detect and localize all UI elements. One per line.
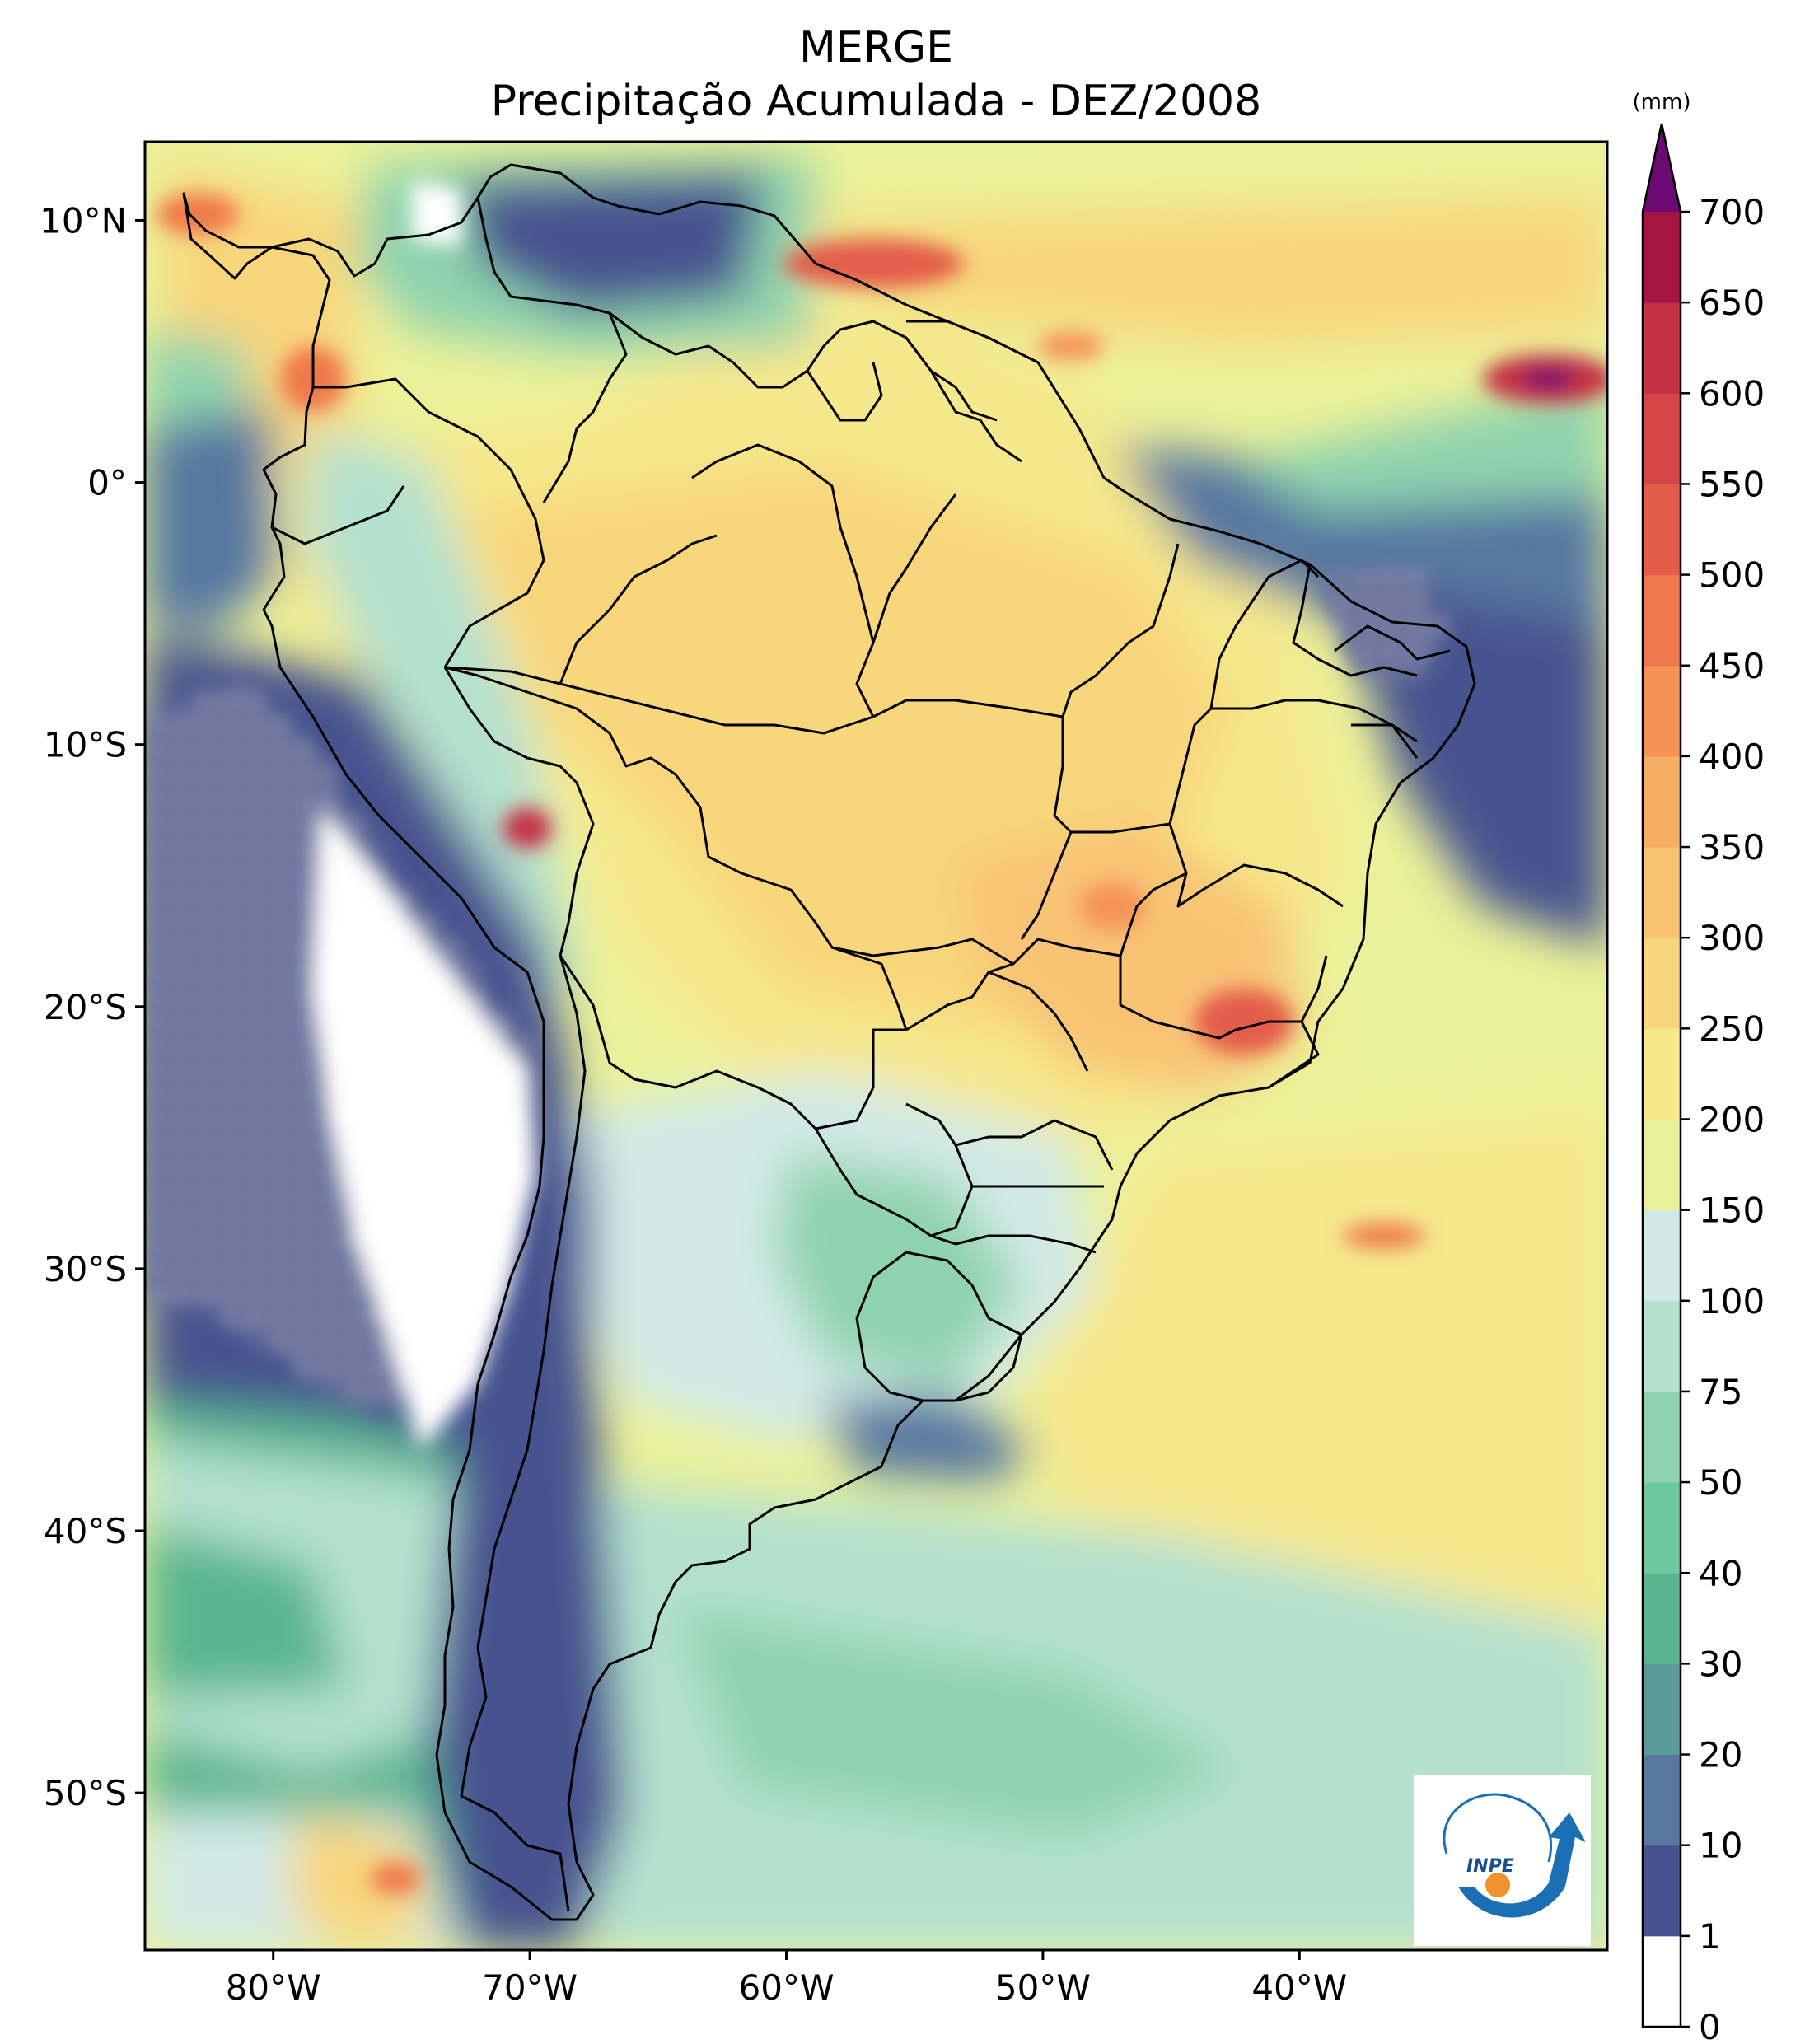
colorbar-tick-label: 50 bbox=[1699, 1462, 1742, 1503]
colorbar-unit-label: (mm) bbox=[1633, 90, 1691, 115]
colorbar-tick-label: 0 bbox=[1699, 2007, 1721, 2044]
colorbar-tick-label: 700 bbox=[1699, 192, 1765, 232]
colorbar-segment bbox=[1643, 938, 1681, 1029]
lat-tick-label: 50°S bbox=[44, 1773, 127, 1813]
colorbar: 0 1 10 20 30 40 50 75 100 150 200 250 300 350 400 450 50… bbox=[1633, 90, 1765, 2044]
map-frame bbox=[143, 140, 1609, 1952]
colorbar-tick-label: 150 bbox=[1699, 1190, 1765, 1231]
colorbar-tick-label: 200 bbox=[1699, 1100, 1765, 1140]
inpe-logo: INPE bbox=[1414, 1775, 1591, 1946]
lon-tick-label: 70°W bbox=[482, 1967, 578, 2008]
colorbar-tick-label: 300 bbox=[1699, 918, 1765, 958]
colorbar-tick-label: 600 bbox=[1699, 373, 1765, 414]
colorbar-segment bbox=[1643, 1482, 1681, 1574]
precipitation-field bbox=[145, 142, 1607, 1950]
map-title-line-2: Precipitação Acumulada - DEZ/2008 bbox=[490, 77, 1262, 126]
colorbar-outline bbox=[1641, 123, 1682, 2028]
colorbar-segment bbox=[1643, 1119, 1681, 1211]
colorbar-segment bbox=[1643, 302, 1681, 394]
colorbar-tick-label: 350 bbox=[1699, 827, 1765, 868]
colorbar-segment bbox=[1643, 755, 1681, 848]
colorbar-segment bbox=[1643, 1028, 1681, 1120]
axis-ticks: 80°W 70°W 60°W 50°W 40°W 10°N 0° 10°S 20°S 30°S 40… bbox=[40, 200, 1347, 2008]
colorbar-segment bbox=[1643, 1391, 1681, 1483]
colorbar-segment bbox=[1643, 484, 1681, 576]
lon-tick-label: 60°W bbox=[739, 1967, 835, 2008]
country-borders bbox=[182, 163, 1476, 1921]
colorbar-tick-label: 75 bbox=[1699, 1372, 1742, 1412]
inpe-logo-text: INPE bbox=[1466, 1856, 1514, 1877]
colorbar-tick-label: 10 bbox=[1699, 1826, 1742, 1866]
colorbar-segment bbox=[1643, 1845, 1681, 1937]
colorbar-segment bbox=[1643, 574, 1681, 667]
colorbar-segment bbox=[1643, 1300, 1681, 1392]
map-title-line-1: MERGE bbox=[798, 23, 953, 72]
colorbar-tick-label: 1 bbox=[1699, 1916, 1721, 1957]
colorbar-tick-label: 450 bbox=[1699, 646, 1765, 686]
colorbar-tick-label: 500 bbox=[1699, 555, 1765, 596]
lat-tick-label: 30°S bbox=[44, 1249, 127, 1289]
colorbar-tick-label: 650 bbox=[1699, 283, 1765, 323]
colorbar-tick-label: 250 bbox=[1699, 1008, 1765, 1049]
lat-tick-label: 10°N bbox=[40, 200, 127, 241]
colorbar-extend-arrow bbox=[1643, 124, 1681, 212]
colorbar-segment bbox=[1643, 1754, 1681, 1846]
colorbar-segment bbox=[1643, 393, 1681, 484]
colorbar-segment bbox=[1643, 665, 1681, 757]
colorbar-segment bbox=[1643, 1573, 1681, 1664]
colorbar-tick-label: 30 bbox=[1699, 1644, 1742, 1684]
lon-tick-label: 80°W bbox=[226, 1967, 321, 2008]
lat-tick-label: 40°S bbox=[44, 1511, 127, 1551]
colorbar-tick-label: 20 bbox=[1699, 1735, 1742, 1775]
colorbar-segment bbox=[1643, 1935, 1681, 2028]
colorbar-tick-label: 100 bbox=[1699, 1281, 1765, 1321]
lon-tick-label: 40°W bbox=[1251, 1967, 1347, 2008]
colorbar-tick-label: 400 bbox=[1699, 737, 1765, 777]
lon-tick-label: 50°W bbox=[995, 1967, 1091, 2008]
colorbar-tick-label: 550 bbox=[1699, 464, 1765, 504]
lat-tick-label: 20°S bbox=[44, 987, 127, 1027]
colorbar-segment bbox=[1643, 1663, 1681, 1756]
colorbar-segment bbox=[1643, 212, 1681, 303]
colorbar-tick-label: 40 bbox=[1699, 1553, 1742, 1593]
colorbar-segment bbox=[1643, 847, 1681, 938]
lat-tick-label: 0° bbox=[87, 463, 127, 503]
lat-tick-label: 10°S bbox=[44, 725, 127, 765]
colorbar-segment bbox=[1643, 1209, 1681, 1302]
